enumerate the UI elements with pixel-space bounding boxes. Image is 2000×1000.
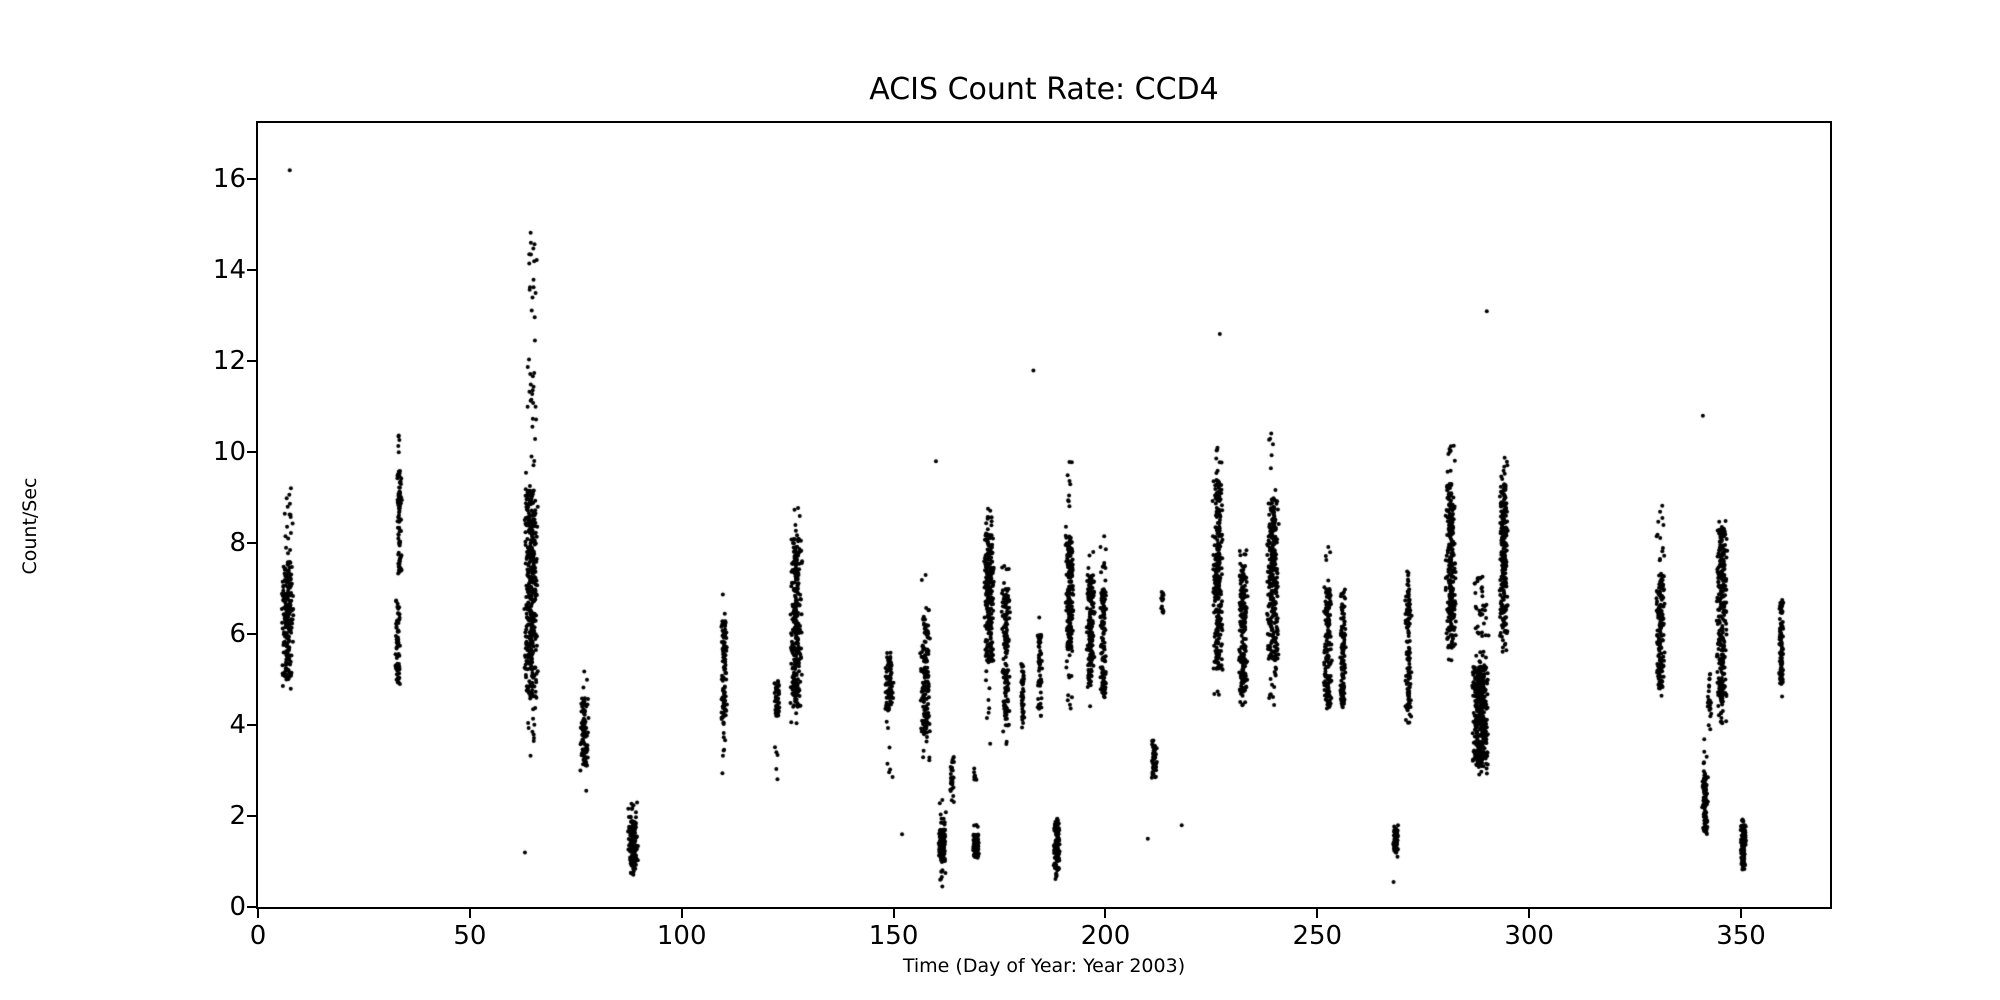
x-tick-label: 300	[1504, 921, 1554, 951]
x-tick-label: 150	[868, 921, 919, 951]
x-tick-label: 0	[249, 921, 267, 951]
y-tick-mark	[247, 451, 256, 454]
y-tick-mark	[247, 360, 256, 363]
x-tick-mark	[892, 909, 895, 918]
y-tick-mark	[247, 906, 256, 908]
x-tick-mark	[468, 909, 471, 918]
scatter-canvas	[258, 123, 1830, 907]
chart-title: ACIS Count Rate: CCD4	[869, 72, 1219, 107]
y-axis-label: Count/Sec	[19, 477, 41, 575]
plot-area	[256, 121, 1832, 909]
y-tick-label: 4	[229, 710, 246, 741]
y-tick-mark	[247, 724, 256, 727]
x-tick-mark	[1316, 909, 1319, 918]
x-tick-mark	[680, 909, 683, 918]
y-tick-label: 0	[229, 892, 246, 922]
x-tick-mark	[257, 909, 259, 918]
x-tick-mark	[1740, 909, 1743, 918]
y-tick-label: 10	[212, 437, 246, 468]
y-tick-mark	[247, 178, 256, 181]
y-tick-label: 6	[229, 619, 246, 650]
x-tick-label: 50	[453, 921, 487, 951]
y-tick-mark	[247, 542, 256, 545]
y-tick-label: 8	[229, 528, 246, 559]
x-axis-label: Time (Day of Year: Year 2003)	[902, 955, 1186, 977]
y-tick-mark	[247, 633, 256, 636]
y-tick-label: 14	[212, 255, 246, 286]
x-tick-mark	[1528, 909, 1531, 918]
x-tick-label: 350	[1716, 921, 1766, 951]
x-tick-label: 200	[1080, 921, 1131, 951]
y-tick-mark	[247, 815, 256, 818]
y-tick-label: 12	[212, 346, 246, 377]
y-tick-mark	[247, 269, 256, 272]
y-tick-label: 16	[212, 164, 246, 195]
x-tick-mark	[1104, 909, 1107, 918]
x-tick-label: 250	[1292, 921, 1343, 951]
y-tick-label: 2	[229, 801, 246, 832]
x-tick-label: 100	[656, 921, 707, 951]
